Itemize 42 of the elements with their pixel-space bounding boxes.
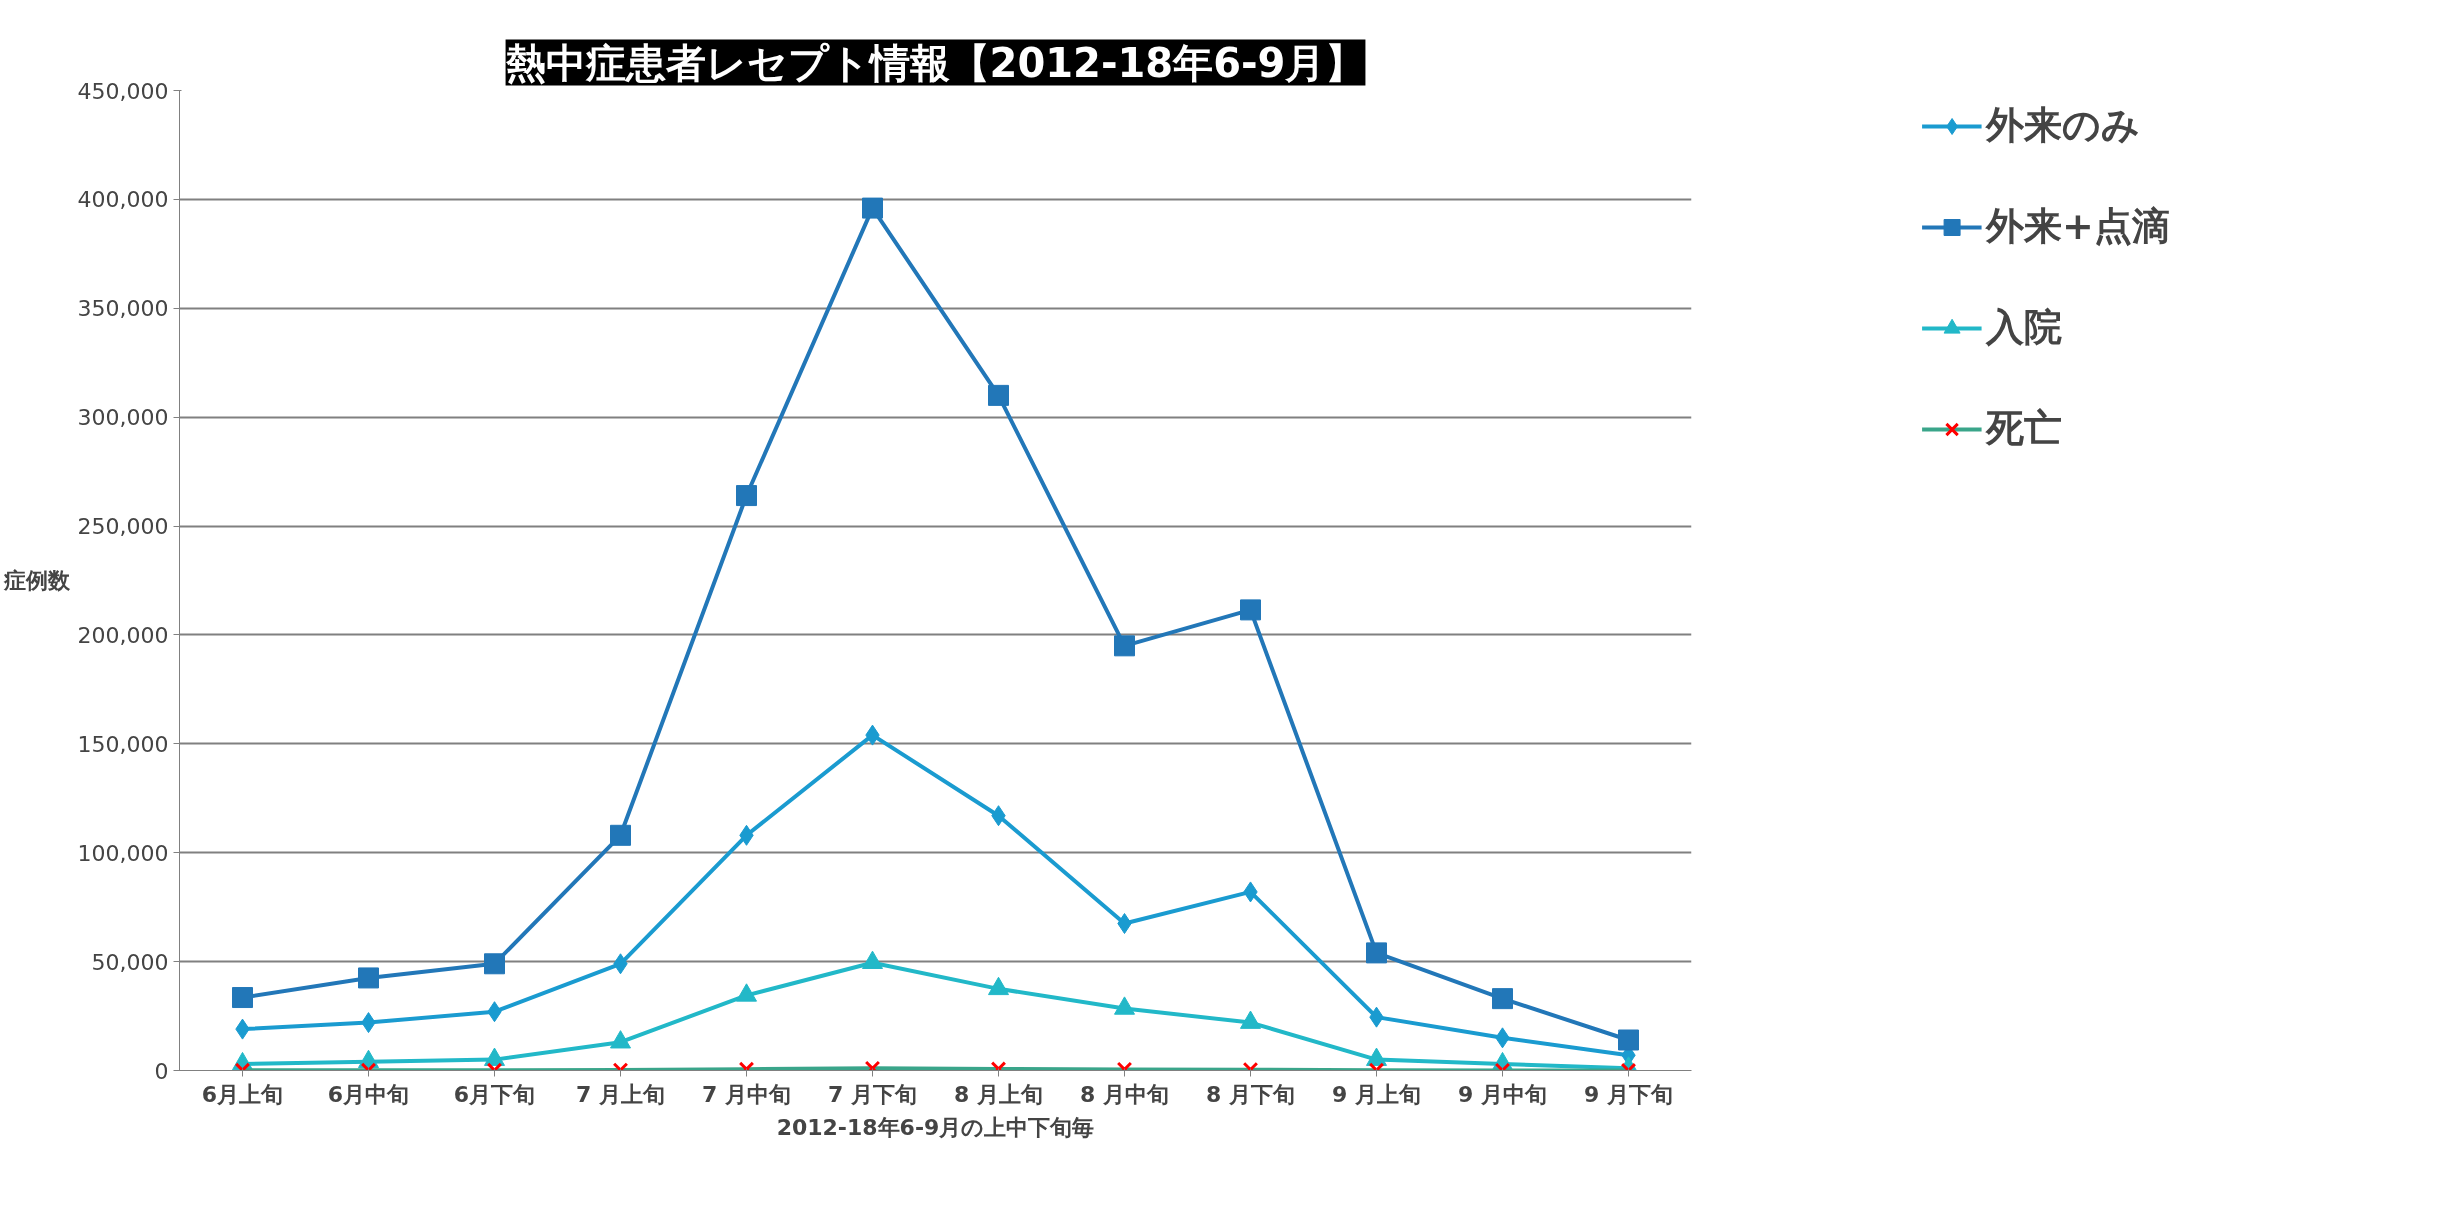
chart-title: 熱中症患者レセプト情報【2012-18年6-9月】 [504, 39, 1366, 86]
point [1366, 1047, 1387, 1066]
y-tick-label: 0 [154, 1058, 169, 1084]
point [1240, 599, 1261, 621]
x-tick-label: 9 月上旬 [1332, 1081, 1421, 1107]
x-tick-label: 8 月上旬 [954, 1081, 1043, 1107]
y-tick-label: 250,000 [77, 514, 169, 540]
legend-label: 外来+点滴 [1986, 203, 2170, 250]
x-axis-title: 2012-18年6-9月の上中下旬毎 [776, 1114, 1095, 1140]
legend-label: 死亡 [1986, 405, 2063, 452]
x-tick-label: 6月下旬 [453, 1081, 536, 1107]
y-tick-label: 150,000 [77, 731, 169, 757]
point [610, 824, 631, 846]
x-tick-label: 8 月下旬 [1206, 1081, 1295, 1107]
y-axis-title: 症例数 [2, 568, 71, 593]
y-tick-label: 450,000 [77, 78, 169, 104]
point [1240, 1010, 1261, 1029]
point [1117, 913, 1132, 934]
y-tick-label: 100,000 [77, 840, 169, 866]
x-tick-label: 6月中旬 [327, 1081, 410, 1107]
point [736, 983, 757, 1002]
legend-label: 外来のみ [1986, 102, 2141, 149]
legend-label: 入院 [1986, 304, 2063, 351]
x-tick-label: 9 月中旬 [1458, 1081, 1547, 1107]
y-tick-label: 400,000 [77, 187, 169, 213]
point [862, 950, 883, 969]
x-tick-label: 7 月下旬 [828, 1081, 917, 1107]
point [988, 976, 1009, 996]
x-tick-label: 9 月下旬 [1584, 1081, 1673, 1107]
x-tick-label: 7 月中旬 [702, 1081, 791, 1107]
y-tick-label: 200,000 [77, 622, 169, 648]
x-tick-label: 6月上旬 [201, 1081, 284, 1107]
x-tick-label: 8 月中旬 [1080, 1081, 1169, 1107]
point [1114, 996, 1135, 1015]
point [484, 1047, 505, 1066]
point [1114, 635, 1135, 657]
point [736, 485, 757, 507]
x-tick-label: 7 月上旬 [576, 1081, 665, 1107]
y-tick-label: 350,000 [77, 296, 169, 322]
y-tick-label: 300,000 [77, 405, 169, 431]
y-tick-label: 50,000 [91, 949, 169, 975]
point [610, 1030, 631, 1049]
